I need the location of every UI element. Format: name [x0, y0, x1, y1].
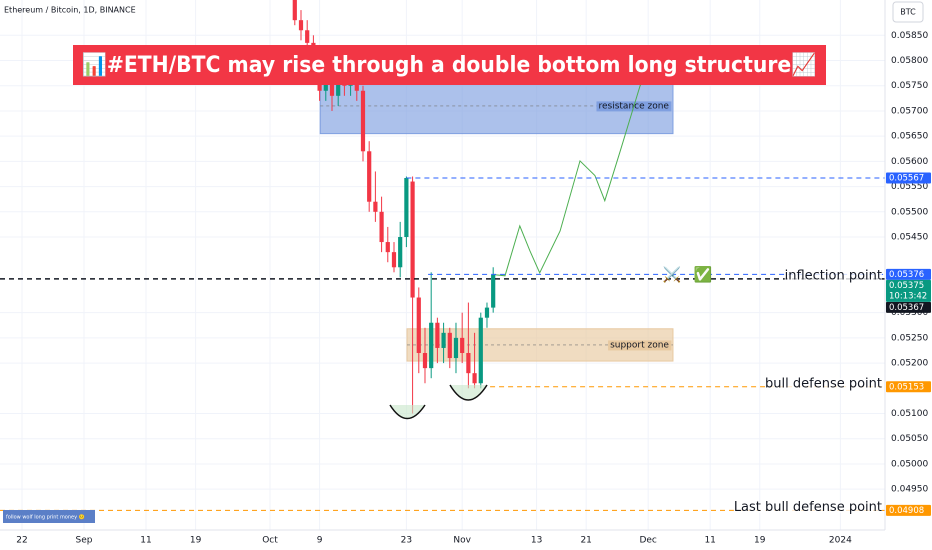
x-tick-label: 13: [531, 536, 542, 546]
projection-line: [494, 50, 661, 277]
marker-icon: ⚔️: [663, 265, 682, 283]
level-annotation: bull defense point: [765, 376, 882, 391]
candle-body: [305, 30, 310, 43]
x-tick-label: 19: [754, 536, 766, 546]
bottom-arc: [389, 404, 426, 420]
candle-body: [360, 90, 366, 152]
y-tick-label: 0.04950: [891, 485, 928, 495]
candle-body: [453, 337, 459, 359]
candle-body: [398, 237, 403, 268]
x-tick-label: 2024: [829, 536, 852, 546]
x-tick-label: 9: [317, 536, 323, 546]
candle-body: [422, 352, 428, 369]
y-tick-label: 0.05200: [891, 359, 928, 369]
x-tick-label: Sep: [76, 536, 93, 546]
annotation-bg: [784, 270, 882, 282]
y-tick-label: 0.05000: [891, 459, 928, 469]
candle-body: [429, 322, 434, 369]
candle-body: [373, 201, 378, 212]
annotation-bg: [765, 378, 882, 390]
level-annotation: Last bull defense point: [734, 500, 882, 515]
bottom-arc: [449, 384, 488, 401]
y-tick-label: 0.05650: [891, 132, 928, 142]
currency-box[interactable]: [892, 1, 924, 23]
price-tag-label: 0.05367: [889, 303, 924, 313]
candle-body: [491, 274, 496, 308]
price-tag: [886, 268, 931, 280]
x-tick-label: 19: [190, 536, 202, 546]
price-tag: [886, 279, 931, 302]
marker-icon: ✅: [694, 265, 713, 283]
price-tag-label: 0.05153: [889, 382, 924, 392]
x-tick-label: Dec: [639, 536, 656, 546]
y-tick-label: 0.05550: [891, 182, 928, 192]
candle-body: [435, 322, 440, 348]
x-tick-label: 21: [580, 536, 591, 546]
candle-body: [385, 242, 390, 253]
candle-body: [472, 373, 477, 384]
x-tick-label: 11: [704, 536, 715, 546]
price-tag-label: 0.05376: [889, 270, 924, 280]
y-tick-label: 0.05750: [891, 81, 928, 91]
candle-body: [460, 337, 465, 353]
candle-body: [379, 211, 384, 243]
candle-body: [367, 151, 372, 202]
candle-body: [466, 352, 471, 374]
annotation-bg: [733, 501, 882, 513]
y-tick-label: 0.05100: [891, 409, 928, 419]
zone-label: support zone: [610, 340, 669, 350]
zone-label-bg: [608, 340, 672, 351]
y-tick-label: 0.05450: [891, 233, 928, 243]
y-tick-label: 0.05500: [891, 207, 928, 217]
x-tick-label: Nov: [453, 536, 471, 546]
y-tick-label: 0.05250: [891, 333, 928, 343]
y-tick-label: 0.05300: [891, 308, 928, 318]
price-tag-label: 0.05567: [889, 174, 924, 184]
price-tag: [886, 504, 931, 516]
symbol: Ethereum / Bitcoin, 1D, BINANCE: [4, 6, 136, 15]
candle-body: [441, 332, 446, 348]
candle-body: [298, 20, 304, 31]
candle-body: [484, 307, 490, 318]
price-tag-label: 0.04908: [889, 506, 924, 516]
x-tick-label: 22: [16, 536, 27, 546]
title-banner: [73, 45, 826, 85]
currency: BTC: [900, 8, 916, 17]
price-tag: [886, 172, 931, 184]
candle-body: [292, 0, 297, 21]
candle-body: [391, 252, 397, 268]
candle-body: [410, 181, 415, 298]
price-tag: [886, 301, 931, 313]
price-tag-label: 0.05375: [889, 281, 924, 291]
chart-title: 📊#ETH/BTC may rise through a double bott…: [82, 52, 817, 78]
y-tick-label: 0.05600: [891, 157, 928, 167]
x-tick-label: 11: [140, 536, 151, 546]
watermark-box: [3, 510, 95, 523]
y-tick-label: 0.05050: [891, 434, 928, 444]
x-tick-label: Oct: [262, 536, 278, 546]
x-tick-label: 23: [401, 536, 412, 546]
price-tag: [886, 381, 931, 393]
level-annotation: inflection point: [785, 268, 882, 283]
y-tick-label: 0.05800: [891, 56, 928, 66]
candle-body: [404, 178, 409, 238]
y-tick-label: 0.05850: [891, 31, 928, 41]
candle-body: [416, 297, 421, 353]
watermark: follow wolf long print money 🙂: [6, 514, 85, 521]
candle-body: [447, 332, 452, 359]
candle-body: [478, 317, 483, 384]
countdown: 10:13:42: [889, 291, 927, 301]
y-tick-label: 0.05700: [891, 106, 928, 116]
